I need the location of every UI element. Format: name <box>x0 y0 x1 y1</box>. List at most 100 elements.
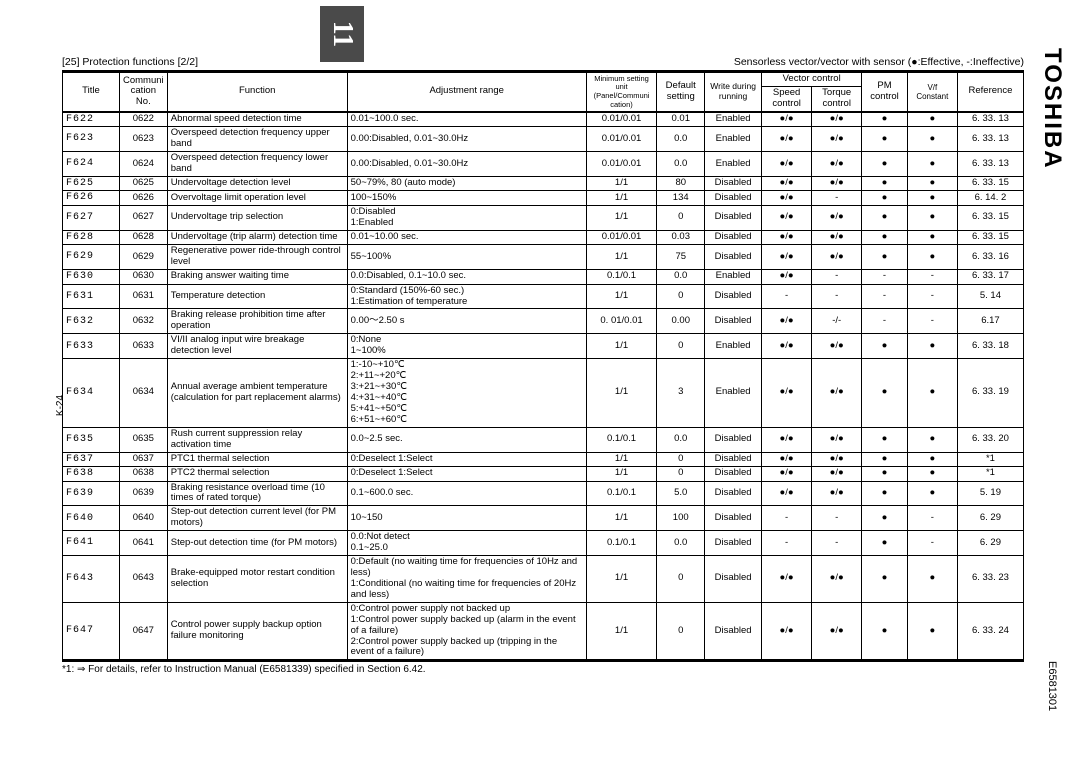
table-cell: F623 <box>63 127 120 152</box>
table-cell: F639 <box>63 481 120 506</box>
table-cell: Braking release prohibition time after o… <box>167 309 347 334</box>
table-cell: ●/● <box>812 112 862 127</box>
table-cell: - <box>812 284 862 309</box>
table-cell: ● <box>907 334 957 359</box>
table-cell: 0:Default (no waiting time for frequenci… <box>347 556 586 603</box>
table-cell: 6. 33. 23 <box>957 556 1023 603</box>
table-cell: 80 <box>657 176 705 191</box>
content-area: [25] Protection functions [2/2] Sensorle… <box>62 56 1024 675</box>
table-row: F6430643Brake-equipped motor restart con… <box>63 556 1024 603</box>
table-cell: ●/● <box>762 176 812 191</box>
section-tab: 11 <box>320 6 364 62</box>
table-row: F6240624Overspeed detection frequency lo… <box>63 152 1024 177</box>
table-cell: 0.1/0.1 <box>586 481 657 506</box>
table-cell: 6. 33. 24 <box>957 602 1023 661</box>
table-cell: ● <box>907 602 957 661</box>
table-row: F6410641Step-out detection time (for PM … <box>63 531 1024 556</box>
table-cell: Disabled <box>705 506 762 531</box>
table-cell: 6. 33. 15 <box>957 205 1023 230</box>
table-cell: Braking resistance overload time (10 tim… <box>167 481 347 506</box>
table-cell: Annual average ambient temperature (calc… <box>167 359 347 428</box>
table-cell: 0.0:Disabled, 0.1~10.0 sec. <box>347 270 586 285</box>
table-cell: 0.00～2.50 s <box>347 309 586 334</box>
col-default: Default setting <box>657 72 705 112</box>
table-cell: ●/● <box>762 112 812 127</box>
table-cell: - <box>762 506 812 531</box>
table-cell: 1/1 <box>586 467 657 482</box>
parameters-table: Title Communi cation No. Function Adjust… <box>62 70 1024 662</box>
table-cell: ● <box>907 112 957 127</box>
table-cell: 0631 <box>119 284 167 309</box>
table-cell: ● <box>862 602 908 661</box>
table-cell: ● <box>907 191 957 206</box>
table-row: F6400640Step-out detection current level… <box>63 506 1024 531</box>
table-cell: 0.01~10.00 sec. <box>347 230 586 245</box>
table-cell: 0627 <box>119 205 167 230</box>
table-cell: Disabled <box>705 452 762 467</box>
table-row: F6220622Abnormal speed detection time0.0… <box>63 112 1024 127</box>
table-cell: 0:Control power supply not backed up1:Co… <box>347 602 586 661</box>
table-row: F6370637PTC1 thermal selection0:Deselect… <box>63 452 1024 467</box>
table-cell: ● <box>862 230 908 245</box>
table-cell: Enabled <box>705 334 762 359</box>
table-cell: Enabled <box>705 112 762 127</box>
table-cell: ●/● <box>762 556 812 603</box>
table-cell: 0:Disabled1:Enabled <box>347 205 586 230</box>
table-cell: 1/1 <box>586 191 657 206</box>
table-cell: Step-out detection time (for PM motors) <box>167 531 347 556</box>
table-cell: ● <box>907 152 957 177</box>
table-cell: ●/● <box>762 481 812 506</box>
table-cell: ● <box>907 230 957 245</box>
table-cell: 0 <box>657 467 705 482</box>
table-cell: - <box>862 284 908 309</box>
col-ref: Reference <box>957 72 1023 112</box>
table-cell: ● <box>907 205 957 230</box>
table-row: F6390639Braking resistance overload time… <box>63 481 1024 506</box>
table-cell: ●/● <box>812 481 862 506</box>
table-cell: ●/● <box>812 602 862 661</box>
table-row: F6290629Regenerative power ride-through … <box>63 245 1024 270</box>
table-cell: Disabled <box>705 602 762 661</box>
table-cell: 6. 33. 17 <box>957 270 1023 285</box>
table-cell: 0 <box>657 284 705 309</box>
table-cell: ● <box>862 127 908 152</box>
table-cell: PTC2 thermal selection <box>167 467 347 482</box>
table-cell: 6. 33. 13 <box>957 152 1023 177</box>
table-cell: 0623 <box>119 127 167 152</box>
table-cell: 0.01/0.01 <box>586 127 657 152</box>
table-cell: - <box>812 270 862 285</box>
table-cell: Disabled <box>705 427 762 452</box>
table-cell: ●/● <box>812 334 862 359</box>
table-cell: F627 <box>63 205 120 230</box>
table-cell: Undervoltage trip selection <box>167 205 347 230</box>
table-cell: F628 <box>63 230 120 245</box>
table-cell: - <box>812 191 862 206</box>
table-cell: 0.0 <box>657 127 705 152</box>
col-title: Title <box>63 72 120 112</box>
table-cell: 6.17 <box>957 309 1023 334</box>
table-cell: ●/● <box>762 602 812 661</box>
table-cell: 0.03 <box>657 230 705 245</box>
table-cell: Disabled <box>705 556 762 603</box>
table-cell: Enabled <box>705 359 762 428</box>
table-cell: 0.00:Disabled, 0.01~30.0Hz <box>347 127 586 152</box>
table-cell: 6. 33. 13 <box>957 127 1023 152</box>
table-cell: ●/● <box>762 334 812 359</box>
table-row: F6330633VI/II analog input wire breakage… <box>63 334 1024 359</box>
table-cell: 0.00:Disabled, 0.01~30.0Hz <box>347 152 586 177</box>
table-cell: ●/● <box>812 152 862 177</box>
table-cell: 0 <box>657 334 705 359</box>
table-cell: Brake-equipped motor restart condition s… <box>167 556 347 603</box>
table-cell: 5.0 <box>657 481 705 506</box>
section-header: [25] Protection functions [2/2] Sensorle… <box>62 56 1024 68</box>
table-cell: 6. 33. 16 <box>957 245 1023 270</box>
table-row: F6300630Braking answer waiting time0.0:D… <box>63 270 1024 285</box>
table-cell: 6. 14. 2 <box>957 191 1023 206</box>
table-cell: Control power supply backup option failu… <box>167 602 347 661</box>
table-cell: - <box>812 506 862 531</box>
table-cell: F629 <box>63 245 120 270</box>
table-cell: 1/1 <box>586 284 657 309</box>
footnote: *1: ⇒ For details, refer to Instruction … <box>62 664 1024 675</box>
table-cell: ● <box>862 176 908 191</box>
table-cell: Enabled <box>705 127 762 152</box>
